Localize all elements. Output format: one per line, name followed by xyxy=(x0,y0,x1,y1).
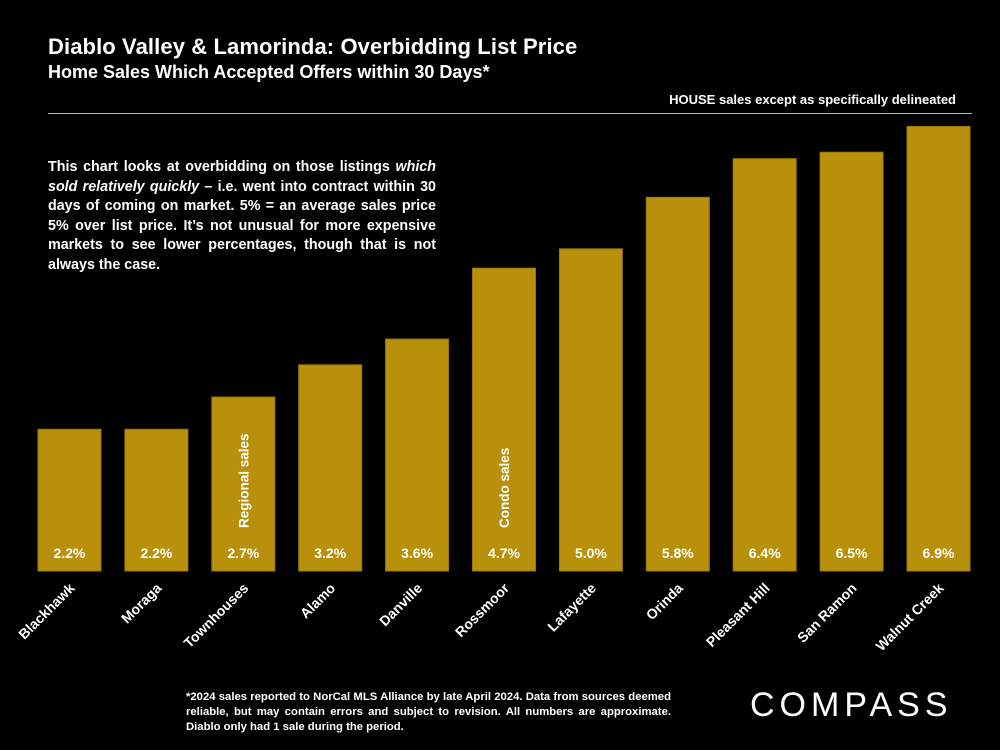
house-sales-note: HOUSE sales except as specifically delin… xyxy=(669,92,956,107)
bar-rossmoor xyxy=(472,267,536,572)
value-label-san-ramon: 6.5% xyxy=(836,545,868,561)
bar-alamo xyxy=(298,364,363,572)
annotation-condo-sales: Condo sales xyxy=(497,448,512,528)
header-divider xyxy=(48,113,972,114)
value-label-townhouses: 2.7% xyxy=(227,545,259,561)
bar-orinda xyxy=(645,196,710,572)
explanation-part-1: This chart looks at overbidding on those… xyxy=(48,159,396,175)
value-label-blackhawk: 2.2% xyxy=(54,545,86,561)
value-label-pleasant-hill: 6.4% xyxy=(749,545,781,561)
value-label-lafayette: 5.0% xyxy=(575,545,607,561)
value-label-rossmoor: 4.7% xyxy=(488,545,520,561)
category-label-blackhawk: Blackhawk xyxy=(15,580,78,643)
explanation-part-3: – i.e. went into contract within 30 days… xyxy=(48,178,436,273)
value-label-orinda: 5.8% xyxy=(662,545,694,561)
value-label-alamo: 3.2% xyxy=(314,545,346,561)
category-label-rossmoor: Rossmoor xyxy=(452,579,513,640)
category-label-moraga: Moraga xyxy=(118,580,165,627)
chart-title: Diablo Valley & Lamorinda: Overbidding L… xyxy=(48,34,578,59)
bar-lafayette xyxy=(558,248,623,572)
chart-subtitle: Home Sales Which Accepted Offers within … xyxy=(48,62,490,82)
explanation-emphasis: which sold relatively quickly xyxy=(48,159,436,195)
bar-blackhawk xyxy=(37,428,102,572)
category-label-danville: Danville xyxy=(376,580,425,629)
value-label-moraga: 2.2% xyxy=(140,545,172,561)
value-label-walnut-creek: 6.9% xyxy=(923,545,955,561)
compass-logo: COMPASS xyxy=(750,686,953,724)
bar-danville xyxy=(385,338,450,572)
bar-townhouses xyxy=(211,396,276,572)
category-label-alamo: Alamo xyxy=(297,580,339,622)
explanation-text: This chart looks at overbidding on those… xyxy=(48,158,436,276)
category-label-walnut-creek: Walnut Creek xyxy=(872,580,946,654)
footnote: *2024 sales reported to NorCal MLS Allia… xyxy=(186,691,671,733)
value-label-danville: 3.6% xyxy=(401,545,433,561)
bar-moraga xyxy=(124,428,189,572)
category-label-orinda: Orinda xyxy=(643,580,686,623)
category-label-san-ramon: San Ramon xyxy=(794,580,860,646)
annotation-regional-sales: Regional sales xyxy=(236,433,251,528)
bar-san-ramon xyxy=(819,151,884,572)
category-label-pleasant-hill: Pleasant Hill xyxy=(703,580,773,650)
category-label-townhouses: Townhouses xyxy=(180,580,251,651)
bar-pleasant-hill xyxy=(732,158,797,572)
bar-walnut-creek xyxy=(906,125,971,572)
category-label-lafayette: Lafayette xyxy=(544,580,599,635)
